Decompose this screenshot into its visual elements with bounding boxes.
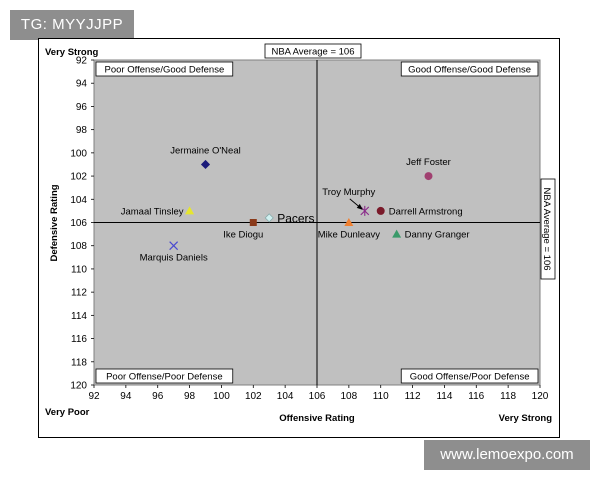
x-tick-label-98: 98 — [184, 391, 196, 402]
y-tick-label-92: 92 — [76, 56, 88, 67]
very-strong-right-label: Very Strong — [499, 413, 553, 424]
point-pacers — [264, 213, 274, 223]
label-marquis-daniels: Marquis Daniels — [140, 253, 208, 264]
label-darrell-armstrong: Darrell Armstrong — [389, 206, 463, 217]
y-tick-label-104: 104 — [70, 195, 87, 206]
x-tick-label-106: 106 — [309, 391, 326, 402]
x-tick-label-108: 108 — [341, 391, 358, 402]
label-danny-granger: Danny Granger — [405, 230, 470, 241]
very-strong-top-label: Very Strong — [45, 47, 99, 58]
point-darrell-armstrong — [376, 206, 385, 215]
x-axis-title: Offensive Rating — [279, 413, 355, 424]
y-tick-label-114: 114 — [71, 311, 87, 322]
quadrant-box-bottom-right — [400, 368, 539, 384]
quadrant-label-top-right: Good Offense/Good Defense — [408, 65, 531, 76]
y-tick-label-102: 102 — [70, 172, 87, 183]
arrow-head-troy-murphy — [356, 203, 363, 210]
average-label-right: NBA Average = 106 — [541, 187, 552, 270]
y-tick-label-98: 98 — [76, 125, 88, 136]
x-tick-label-104: 104 — [277, 391, 294, 402]
scatter-chart: 92 94 96 98 100 102 104 106 108 110 112 114 116 118 12… — [45, 43, 556, 424]
y-tick-label-94: 94 — [76, 79, 88, 90]
watermark-bottom-right: www.lemoexpo.com — [424, 440, 590, 470]
x-tick-label-112: 112 — [405, 391, 421, 402]
y-tick-label-106: 106 — [70, 218, 87, 229]
x-tick-label-100: 100 — [213, 391, 230, 402]
x-tick-label-118: 118 — [500, 391, 516, 402]
y-tick-label-110: 110 — [71, 264, 87, 275]
point-jeff-foster — [424, 172, 433, 181]
average-label-top: NBA Average = 106 — [271, 47, 354, 58]
quadrant-label-top-left: Poor Offense/Good Defense — [105, 65, 225, 76]
x-tick-label-120: 120 — [532, 391, 549, 402]
x-tick-label-114: 114 — [436, 391, 452, 402]
y-axis-title: Defensive Rating — [49, 184, 60, 261]
x-tick-label-94: 94 — [120, 391, 132, 402]
x-tick-label-110: 110 — [373, 391, 389, 402]
y-tick-label-120: 120 — [70, 381, 87, 392]
average-label-top-box — [264, 43, 362, 59]
y-tick-label-108: 108 — [70, 241, 87, 252]
label-troy-murphy: Troy Murphy — [322, 187, 375, 198]
y-tick-label-100: 100 — [70, 148, 87, 159]
x-tick-label-116: 116 — [468, 391, 484, 402]
label-jermaine-o-neal: Jermaine O'Neal — [170, 145, 240, 156]
very-poor-label: Very Poor — [45, 407, 90, 418]
point-marquis-daniels — [169, 241, 179, 251]
y-tick-label-96: 96 — [76, 102, 88, 113]
point-jermaine-o-neal — [200, 159, 211, 170]
x-tick-label-102: 102 — [245, 391, 262, 402]
point-ike-diogu — [249, 219, 257, 226]
quadrant-label-bottom-left: Poor Offense/Poor Defense — [106, 372, 223, 383]
point-danny-granger — [392, 229, 402, 238]
y-tick-label-118: 118 — [71, 357, 87, 368]
label-mike-dunleavy: Mike Dunleavy — [318, 230, 381, 241]
point-mike-dunleavy — [344, 218, 354, 226]
quadrant-box-top-left — [95, 61, 234, 77]
x-tick-label-96: 96 — [152, 391, 164, 402]
point-jamaal-tinsley — [185, 206, 195, 215]
label-jamaal-tinsley: Jamaal Tinsley — [121, 206, 184, 217]
chart-frame: 92 94 96 98 100 102 104 106 108 110 112 114 116 118 12… — [38, 38, 560, 438]
label-ike-diogu: Ike Diogu — [223, 230, 263, 241]
average-label-right-box — [540, 178, 556, 280]
quadrant-box-top-right — [400, 61, 539, 77]
y-tick-label-116: 116 — [71, 334, 87, 345]
label-pacers: Pacers — [277, 211, 314, 225]
point-troy-murphy — [360, 205, 370, 216]
quadrant-box-bottom-left — [95, 368, 234, 384]
label-jeff-foster: Jeff Foster — [406, 157, 451, 168]
quadrant-label-bottom-right: Good Offense/Poor Defense — [410, 372, 530, 383]
x-tick-label-92: 92 — [88, 391, 100, 402]
watermark-top-left: TG: MYYJJPP — [10, 10, 134, 40]
y-tick-label-112: 112 — [71, 288, 87, 299]
